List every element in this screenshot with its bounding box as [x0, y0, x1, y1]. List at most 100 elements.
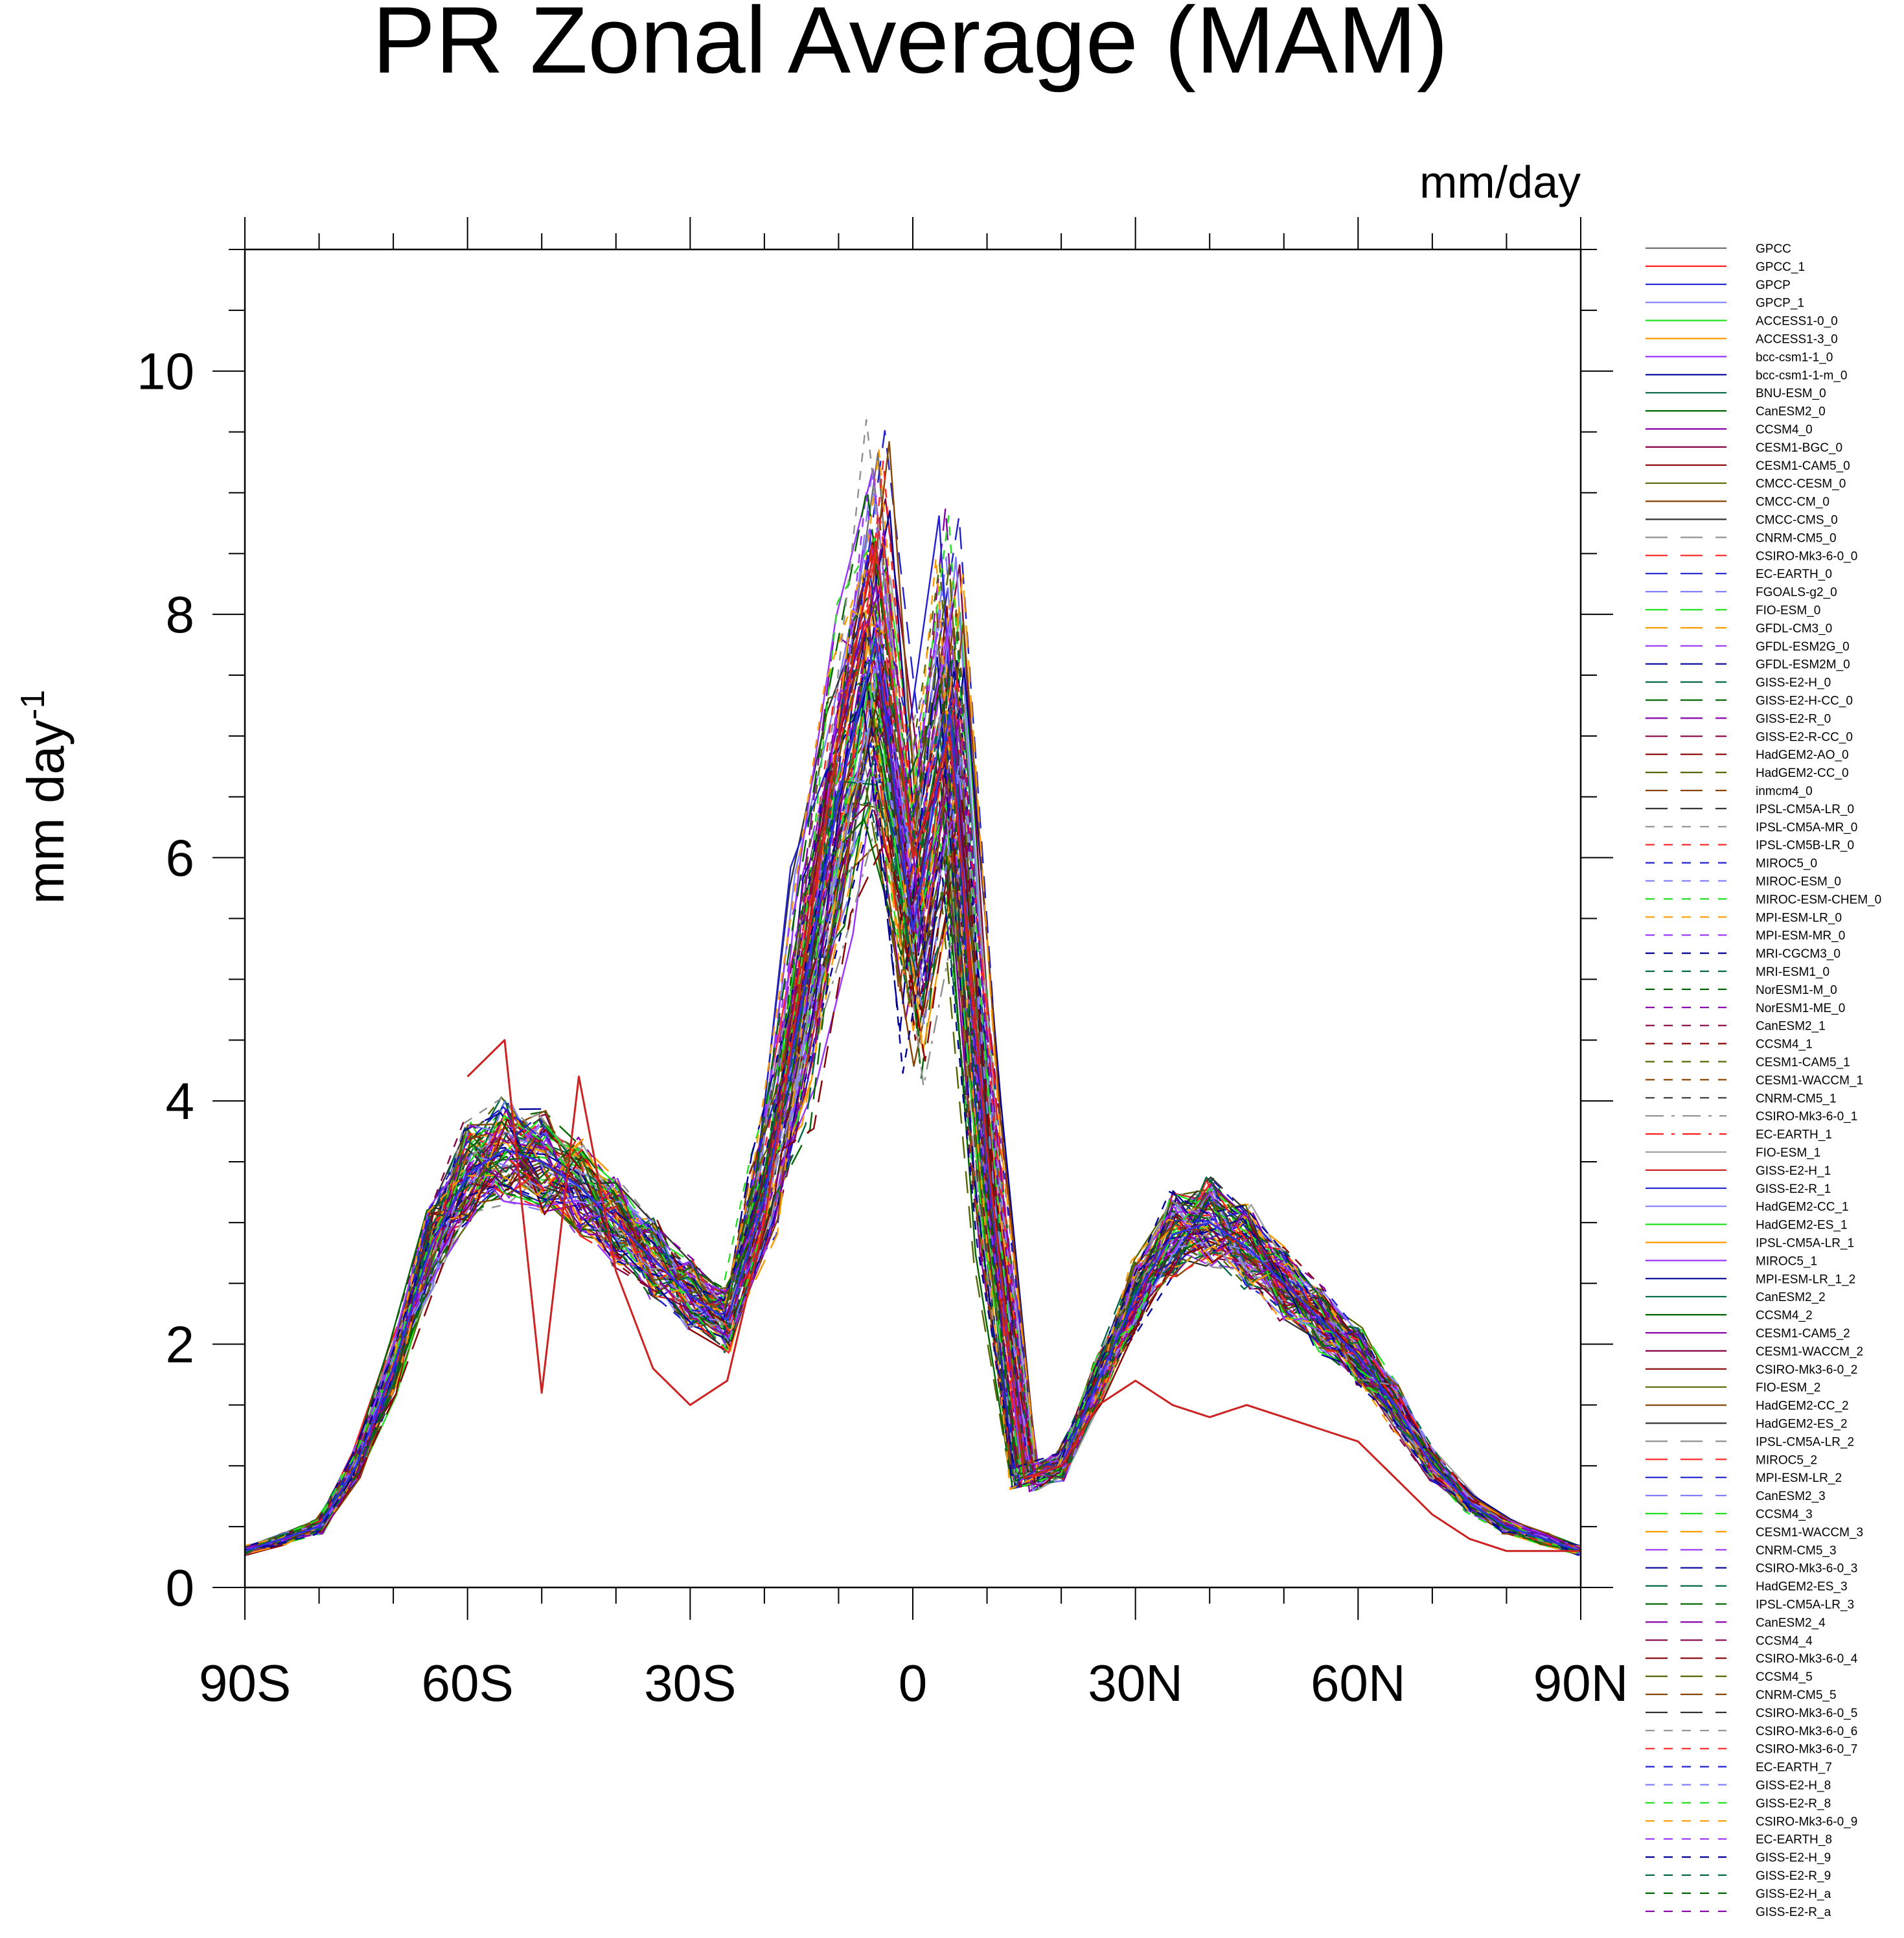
legend-label: MIROC-ESM_0	[1756, 875, 1841, 889]
legend-label: CanESM2_0	[1756, 405, 1826, 419]
legend-label: HadGEM2-ES_3	[1756, 1580, 1848, 1594]
legend-label: inmcm4_0	[1756, 785, 1813, 798]
legend-label: CMCC-CMS_0	[1756, 514, 1838, 527]
legend-label: GISS-E2-H_8	[1756, 1779, 1831, 1793]
x-tick-label: 90S	[199, 1654, 291, 1712]
legend-label: MIROC5_2	[1756, 1453, 1817, 1467]
legend-label: MIROC5_0	[1756, 857, 1817, 871]
series-line	[245, 619, 1579, 1555]
y-tick-label: 4	[166, 1072, 195, 1130]
y-axis-label-text: mm day	[17, 720, 75, 905]
legend-label: CMCC-CESM_0	[1756, 478, 1846, 491]
legend-label: BNU-ESM_0	[1756, 387, 1826, 400]
legend-label: CNRM-CM5_0	[1756, 531, 1837, 545]
legend-label: CCSM4_5	[1756, 1670, 1813, 1684]
legend-label: CSIRO-Mk3-6-0_4	[1756, 1652, 1858, 1666]
legend-label: ACCESS1-0_0	[1756, 315, 1838, 329]
legend-label: GISS-E2-R_8	[1756, 1797, 1831, 1810]
y-tick-label: 6	[166, 829, 195, 887]
axis-ticks: 90S 60S 30S 0 30N 60N 90N 0 2 4 6 8 10	[137, 217, 1628, 1712]
x-tick-label: 30S	[644, 1654, 736, 1712]
legend-label: HadGEM2-ES_2	[1756, 1418, 1848, 1431]
legend-label: GISS-E2-R_1	[1756, 1182, 1831, 1196]
legend-label: NorESM1-ME_0	[1756, 1002, 1845, 1015]
legend-label: FIO-ESM_2	[1756, 1381, 1820, 1395]
legend-label: NorESM1-M_0	[1756, 984, 1837, 997]
legend-label: GPCP	[1756, 279, 1791, 292]
legend-label: CNRM-CM5_5	[1756, 1689, 1837, 1702]
series-line	[245, 612, 1581, 1556]
y-tick-label: 8	[166, 586, 195, 643]
series-line	[247, 754, 1581, 1554]
legend-label: IPSL-CM5A-MR_0	[1756, 821, 1857, 835]
x-tick-label: 60S	[421, 1654, 513, 1712]
legend-label: CSIRO-Mk3-6-0_2	[1756, 1363, 1857, 1377]
legend-label: HadGEM2-CC_0	[1756, 767, 1849, 780]
legend-label: HadGEM2-ES_1	[1756, 1219, 1848, 1232]
legend-label: CESM1-WACCM_1	[1756, 1074, 1863, 1087]
legend-label: GISS-E2-H_1	[1756, 1164, 1831, 1178]
series-line	[245, 514, 1581, 1555]
reference-series-line	[245, 638, 1581, 1552]
legend-label: GISS-E2-R_a	[1756, 1906, 1831, 1919]
legend-label: CSIRO-Mk3-6-0_3	[1756, 1562, 1857, 1576]
y-tick-label: 0	[166, 1559, 195, 1617]
series-line	[245, 554, 1579, 1550]
units-label: mm/day	[1419, 157, 1581, 207]
legend-label: EC-EARTH_8	[1756, 1833, 1832, 1847]
legend-label: GPCP_1	[1756, 297, 1804, 310]
legend-label: GISS-E2-H_0	[1756, 676, 1831, 690]
series-line	[245, 643, 1580, 1552]
series-line	[246, 632, 1581, 1553]
legend-label: GISS-E2-R_0	[1756, 712, 1831, 726]
legend-label: CanESM2_2	[1756, 1291, 1826, 1304]
legend-label: CSIRO-Mk3-6-0_7	[1756, 1743, 1857, 1757]
legend-label: CESM1-CAM5_0	[1756, 459, 1850, 473]
legend-label: CCSM4_0	[1756, 423, 1813, 437]
series-line	[245, 606, 1577, 1552]
legend-label: CSIRO-Mk3-6-0_0	[1756, 549, 1857, 563]
legend-label: GPCC_1	[1756, 260, 1805, 274]
legend-label: CSIRO-Mk3-6-0_1	[1756, 1110, 1857, 1124]
legend-label: bcc-csm1-1-m_0	[1756, 369, 1847, 382]
legend-label: GISS-E2-H-CC_0	[1756, 695, 1853, 708]
series-line	[245, 667, 1579, 1554]
legend-label: CSIRO-Mk3-6-0_5	[1756, 1707, 1857, 1720]
legend-label: CCSM4_1	[1756, 1038, 1813, 1052]
series-line	[245, 557, 1577, 1554]
legend-label: GISS-E2-H_9	[1756, 1851, 1831, 1865]
y-axis-label-superscript: -1	[14, 690, 52, 720]
y-tick-label: 10	[137, 343, 194, 400]
chart-title: PR Zonal Average (MAM)	[373, 0, 1449, 93]
legend-label: MRI-CGCM3_0	[1756, 947, 1841, 961]
series-line	[245, 559, 1579, 1551]
series-line	[247, 671, 1581, 1553]
legend-label: GISS-E2-H_a	[1756, 1887, 1831, 1901]
series-line	[245, 707, 1580, 1554]
series-line	[245, 752, 1577, 1549]
legend-label: IPSL-CM5A-LR_1	[1756, 1237, 1854, 1251]
series-line	[245, 655, 1577, 1556]
y-axis-label: mm day-1	[14, 690, 75, 905]
legend-label: CSIRO-Mk3-6-0_9	[1756, 1815, 1857, 1828]
x-tick-label: 90N	[1533, 1654, 1629, 1712]
series-layer	[245, 419, 1581, 1556]
legend-label: MRI-ESM1_0	[1756, 965, 1829, 979]
legend-label: CESM1-CAM5_2	[1756, 1327, 1850, 1341]
y-tick-label: 2	[166, 1316, 195, 1374]
legend-label: GISS-E2-R-CC_0	[1756, 730, 1853, 744]
legend-label: GFDL-CM3_0	[1756, 622, 1832, 636]
series-line	[245, 661, 1578, 1553]
legend-label: HadGEM2-CC_1	[1756, 1201, 1849, 1214]
legend-label: FGOALS-g2_0	[1756, 586, 1837, 599]
legend-label: CESM1-WACCM_3	[1756, 1526, 1863, 1540]
series-line	[247, 707, 1581, 1549]
x-tick-label: 60N	[1311, 1654, 1406, 1712]
legend-label: IPSL-CM5A-LR_3	[1756, 1598, 1854, 1612]
legend-label: CESM1-WACCM_2	[1756, 1345, 1863, 1359]
legend-label: IPSL-CM5A-LR_0	[1756, 803, 1854, 816]
legend-label: EC-EARTH_0	[1756, 568, 1832, 581]
legend-label: FIO-ESM_0	[1756, 604, 1820, 617]
legend-label: IPSL-CM5A-LR_2	[1756, 1435, 1854, 1449]
legend-label: CanESM2_4	[1756, 1616, 1826, 1630]
